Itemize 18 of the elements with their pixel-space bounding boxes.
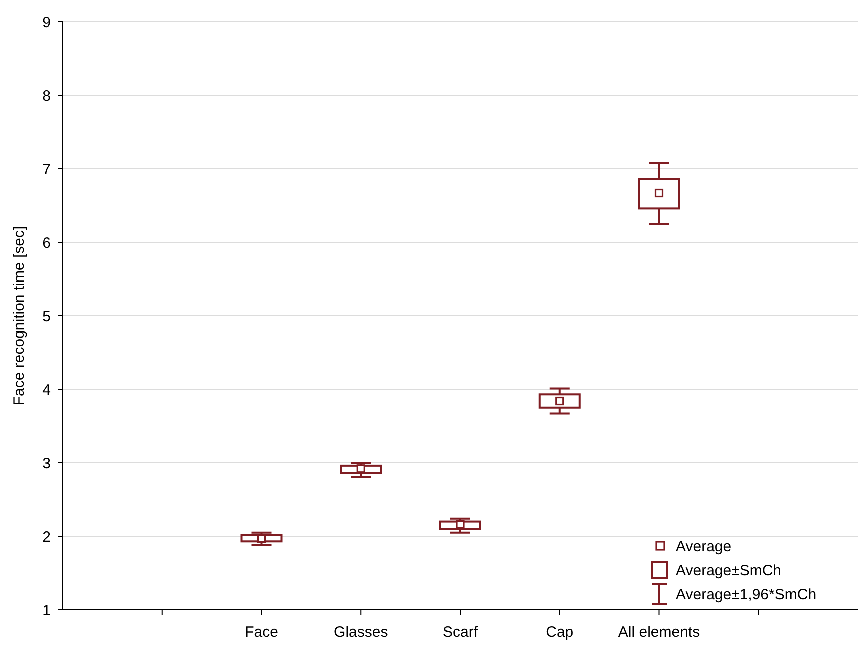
y-tick-label: 6 [42,234,51,252]
y-tick-label: 3 [42,455,51,472]
x-tick-label: Scarf [442,624,479,641]
y-tick-label: 7 [42,161,51,178]
annotation: Average [676,538,732,556]
x-tick-label: Face [245,624,278,641]
y-tick-label: 5 [42,308,51,326]
y-tick-label: 9 [42,14,51,32]
x-tick-label: Glasses [334,624,388,641]
y-tick-label: 8 [42,88,51,105]
y-tick-label: 2 [42,528,51,546]
y-axis-title: Face recognition time [sec] [11,226,28,406]
y-tick-label: 4 [42,382,51,399]
y-tick-label: 1 [42,602,51,620]
x-tick-label: Cap [546,624,574,641]
annotation: Average±1,96*SmCh [676,586,817,604]
annotation: Average±SmCh [676,562,782,580]
x-tick-label: All elements [618,624,700,641]
